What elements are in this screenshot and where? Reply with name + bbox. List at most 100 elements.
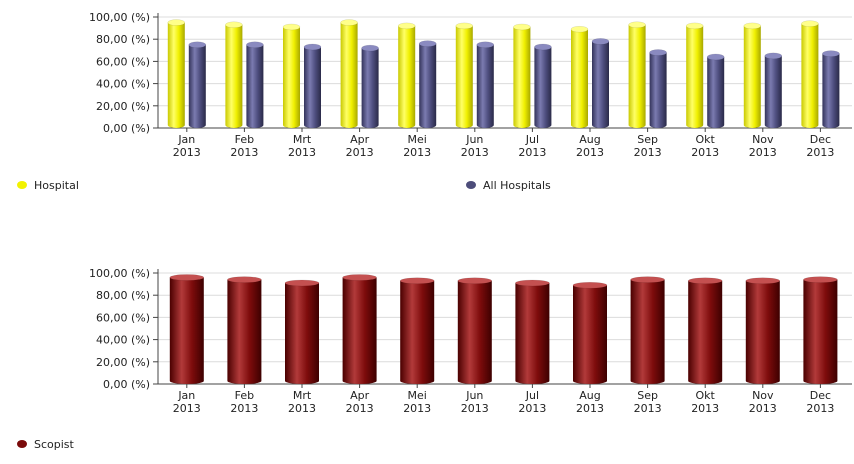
bar-cap [227,276,262,283]
bar-body [227,279,262,384]
x-tick-label-year: 2013 [691,402,719,415]
bar-body [686,25,704,129]
bar-cap [570,25,589,33]
x-tick-label-year: 2013 [403,146,431,159]
x-tick-label-year: 2013 [749,402,777,415]
bar-cap [630,276,665,283]
x-tick-label-year: 2013 [173,402,201,415]
bar-hospital [455,22,474,129]
y-tick-label: 20,00 (%) [96,356,150,369]
y-tick-label: 0,00 (%) [103,122,150,135]
bar-cap [397,22,416,30]
bar-all-hospitals [418,40,437,128]
bar-cap [743,22,762,30]
x-tick-label: Jul [525,389,539,402]
x-tick-label: Jan [177,133,195,146]
bar-cap [284,279,320,287]
bar-cap [764,52,783,60]
legend-marker [466,181,476,189]
x-tick-label-year: 2013 [461,402,489,415]
y-tick-label: 60,00 (%) [96,55,150,68]
y-tick-label: 0,00 (%) [103,378,150,391]
bar-scopist [745,277,781,384]
x-tick-label-year: 2013 [634,146,662,159]
bar-cap [457,277,493,285]
bar-cap [628,21,646,29]
bar-body [764,55,782,128]
x-tick-label: Okt [696,389,716,402]
bar-body [743,25,761,129]
legend-label: Hospital [34,179,79,192]
bar-all-hospitals [591,38,610,128]
bar-cap [399,277,435,285]
x-tick-label: Jun [465,389,483,402]
x-tick-label: Mrt [293,389,312,402]
bar-cap [418,40,437,47]
bar-body [628,24,646,128]
x-tick-label-year: 2013 [518,146,546,159]
bar-scopist [572,281,608,384]
bar-cap [342,274,377,281]
bar-cap [745,277,781,285]
bar-body [649,52,667,128]
bar-all-hospitals [361,44,379,128]
y-tick-label: 100,00 (%) [89,11,150,24]
y-tick-label: 80,00 (%) [96,289,150,302]
x-tick-label-year: 2013 [576,402,604,415]
bar-hospital [743,22,762,129]
bar-hospital [282,23,301,129]
x-tick-label: Mei [408,389,427,402]
y-tick-label: 40,00 (%) [96,334,150,347]
bar-cap [340,19,358,26]
x-tick-label-year: 2013 [518,402,546,415]
x-tick-label-year: 2013 [403,402,431,415]
bar-body [455,25,473,129]
x-tick-label: Aug [579,389,600,402]
x-tick-label-year: 2013 [806,402,834,415]
x-tick-label: Jun [465,133,483,146]
bar-body [398,25,416,129]
bar-body [476,44,494,128]
chart-2: 0,00 (%) 20,00 (%) 40,00 (%) 60,00 (%) 80,00… [17,267,852,451]
bar-cap [282,23,301,31]
x-tick-label: Jan [177,389,195,402]
x-tick-label-year: 2013 [346,146,374,159]
bar-hospital [340,19,358,128]
bar-cap [706,53,725,61]
bar-scopist [803,276,838,384]
x-tick-label: Mei [408,133,427,146]
bar-hospital [685,22,704,129]
bar-cap [246,41,264,48]
bar-body [283,26,300,129]
bar-body [361,48,379,128]
bar-cap [513,23,531,31]
bar-cap [685,22,704,30]
x-tick-label: Feb [235,389,254,402]
bar-body [246,44,264,128]
bar-all-hospitals [246,41,264,128]
bar-body [457,280,492,384]
bar-body [285,282,319,384]
bar-cap [169,274,205,281]
bar-body [419,43,437,128]
x-tick-label-year: 2013 [230,402,258,415]
bar-body [707,56,725,128]
bar-body [573,285,607,384]
bar-body [342,277,377,384]
chart-1: 0,00 (%) 20,00 (%) 40,00 (%) 60,00 (%) 80,00… [17,11,852,192]
bar-all-hospitals [188,41,207,128]
x-tick-label-year: 2013 [173,146,201,159]
legend-marker [17,181,27,189]
x-tick-label-year: 2013 [749,146,777,159]
y-tick-label: 20,00 (%) [96,100,150,113]
bar-cap [188,41,207,48]
y-tick-label: 60,00 (%) [96,311,150,324]
x-tick-label: Aug [579,133,600,146]
bar-cap [591,38,610,45]
x-tick-label: Dec [810,133,831,146]
bar-cap [455,22,474,30]
x-tick-label: Sep [637,133,658,146]
bar-scopist [630,276,665,384]
bar-scopist [687,277,723,384]
